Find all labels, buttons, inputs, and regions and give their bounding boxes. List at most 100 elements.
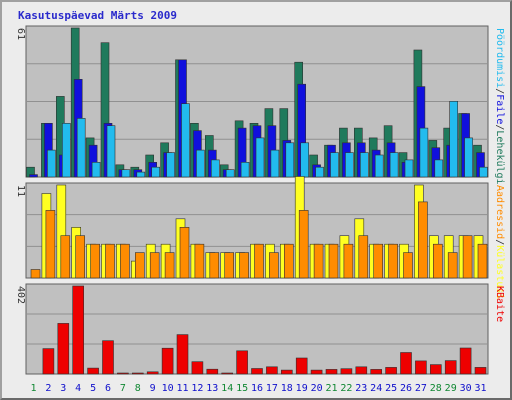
bar-faile-day-1 [29, 174, 38, 178]
legend-separator: / [494, 239, 505, 245]
bar-aadressid-day-30 [462, 235, 473, 279]
bar-pöördumisi-day-15 [240, 162, 250, 178]
legend-pöördumisi: Pöördumisi [494, 28, 505, 88]
bar-aadressid-day-9 [149, 252, 160, 279]
bar-kbaite-day-20 [310, 369, 323, 375]
x-tick-day-29: 29 [445, 383, 457, 394]
bar-kbaite-day-15 [236, 350, 248, 375]
bar-pöördumisi-day-29 [449, 101, 459, 178]
x-tick-day-11: 11 [176, 383, 188, 394]
x-tick-day-28: 28 [430, 383, 442, 394]
bar-aadressid-day-17 [269, 252, 279, 279]
x-tick-day-16: 16 [251, 383, 263, 394]
bar-aadressid-day-22 [343, 243, 354, 279]
bar-kbaite-day-9 [146, 371, 159, 375]
bar-aadressid-day-31 [477, 243, 488, 279]
x-tick-day-24: 24 [370, 383, 382, 394]
bar-kbaite-day-16 [251, 368, 263, 375]
bar-pöördumisi-day-27 [419, 127, 429, 178]
x-tick-day-13: 13 [206, 383, 218, 394]
bar-aadressid-day-15 [239, 252, 249, 279]
bar-aadressid-day-25 [388, 243, 398, 279]
x-tick-day-7: 7 [120, 383, 126, 394]
x-tick-day-30: 30 [460, 383, 472, 394]
bar-aadressid-day-1 [30, 269, 41, 279]
x-tick-day-27: 27 [415, 383, 427, 394]
bar-pöördumisi-day-16 [255, 137, 265, 178]
bar-aadressid-day-3 [60, 235, 71, 279]
bar-aadressid-day-12 [194, 243, 205, 279]
x-tick-day-31: 31 [474, 383, 486, 394]
bar-kbaite-day-2 [42, 348, 55, 375]
legend-külastusi: Külastusi [494, 245, 505, 299]
bar-kbaite-day-14 [221, 372, 233, 375]
bar-pöördumisi-day-23 [359, 152, 369, 178]
bar-kbaite-day-3 [57, 323, 70, 375]
bar-pöördumisi-day-18 [285, 142, 295, 178]
x-tick-day-18: 18 [281, 383, 293, 394]
bar-kbaite-day-17 [266, 366, 278, 375]
bar-pöördumisi-day-17 [270, 149, 280, 178]
bar-aadressid-day-5 [90, 243, 100, 279]
bar-kbaite-day-30 [459, 347, 472, 375]
panel-bottom-background [25, 283, 489, 375]
bar-kbaite-day-22 [340, 368, 353, 375]
x-tick-day-10: 10 [162, 383, 174, 394]
legend-separator: / [494, 88, 505, 94]
bar-aadressid-day-24 [373, 243, 384, 279]
bar-pöördumisi-day-7 [121, 169, 131, 178]
bar-pöördumisi-day-14 [225, 169, 235, 178]
x-tick-day-1: 1 [30, 383, 36, 394]
panel-top-max-label: 61 [15, 28, 26, 40]
x-tick-day-9: 9 [150, 383, 156, 394]
bar-pöördumisi-day-26 [404, 159, 414, 178]
x-tick-day-22: 22 [340, 383, 352, 394]
bar-aadressid-day-11 [179, 227, 190, 279]
bar-aadressid-day-23 [358, 235, 369, 279]
legend-kbaite: KBaite [494, 286, 505, 322]
legend-top: Pöördumisi/Faile/Lehekülgi [494, 28, 505, 185]
bar-pöördumisi-day-6 [106, 125, 116, 178]
bar-kbaite-day-27 [415, 360, 427, 375]
legend-lehekülgi: Lehekülgi [494, 130, 505, 184]
x-tick-day-19: 19 [296, 383, 308, 394]
bar-aadressid-day-4 [75, 235, 85, 279]
bar-kbaite-day-31 [474, 367, 487, 375]
bar-aadressid-day-7 [120, 243, 130, 279]
bar-pöördumisi-day-30 [464, 137, 473, 178]
x-tick-day-6: 6 [105, 383, 111, 394]
bar-kbaite-day-21 [325, 369, 338, 375]
x-tick-day-2: 2 [45, 383, 51, 394]
panel-middle-max-label: 11 [15, 185, 26, 197]
bar-aadressid-day-28 [432, 243, 443, 279]
bar-kbaite-day-23 [355, 366, 368, 375]
chart-title: Kasutuspäevad Märts 2009 [18, 9, 177, 22]
legend-aadressid: Aadressid [494, 185, 505, 239]
bar-pöördumisi-day-22 [345, 152, 354, 178]
bar-pöördumisi-day-13 [211, 159, 220, 178]
bar-aadressid-day-21 [328, 243, 339, 279]
bar-kbaite-day-11 [176, 334, 189, 375]
bar-aadressid-day-16 [254, 243, 264, 279]
bar-kbaite-day-24 [370, 369, 383, 375]
bar-kbaite-day-6 [102, 340, 114, 375]
x-tick-day-20: 20 [311, 383, 323, 394]
bar-kbaite-day-10 [161, 347, 174, 375]
panel-bottom-max-label: 402 [15, 286, 26, 304]
x-tick-day-3: 3 [60, 383, 66, 394]
bar-kbaite-day-18 [280, 369, 293, 375]
bar-kbaite-day-25 [385, 367, 397, 375]
bar-aadressid-day-19 [298, 210, 309, 279]
bar-aadressid-day-10 [164, 252, 175, 279]
legend-separator: / [494, 124, 505, 130]
legend-faile: Faile [494, 94, 505, 124]
bar-pöördumisi-day-20 [315, 166, 324, 178]
bar-pöördumisi-day-5 [91, 162, 101, 178]
bar-pöördumisi-day-24 [374, 154, 384, 178]
x-tick-day-25: 25 [385, 383, 397, 394]
bar-kbaite-day-26 [400, 352, 412, 375]
bar-pöördumisi-day-9 [151, 166, 160, 178]
bar-aadressid-day-18 [283, 243, 294, 279]
